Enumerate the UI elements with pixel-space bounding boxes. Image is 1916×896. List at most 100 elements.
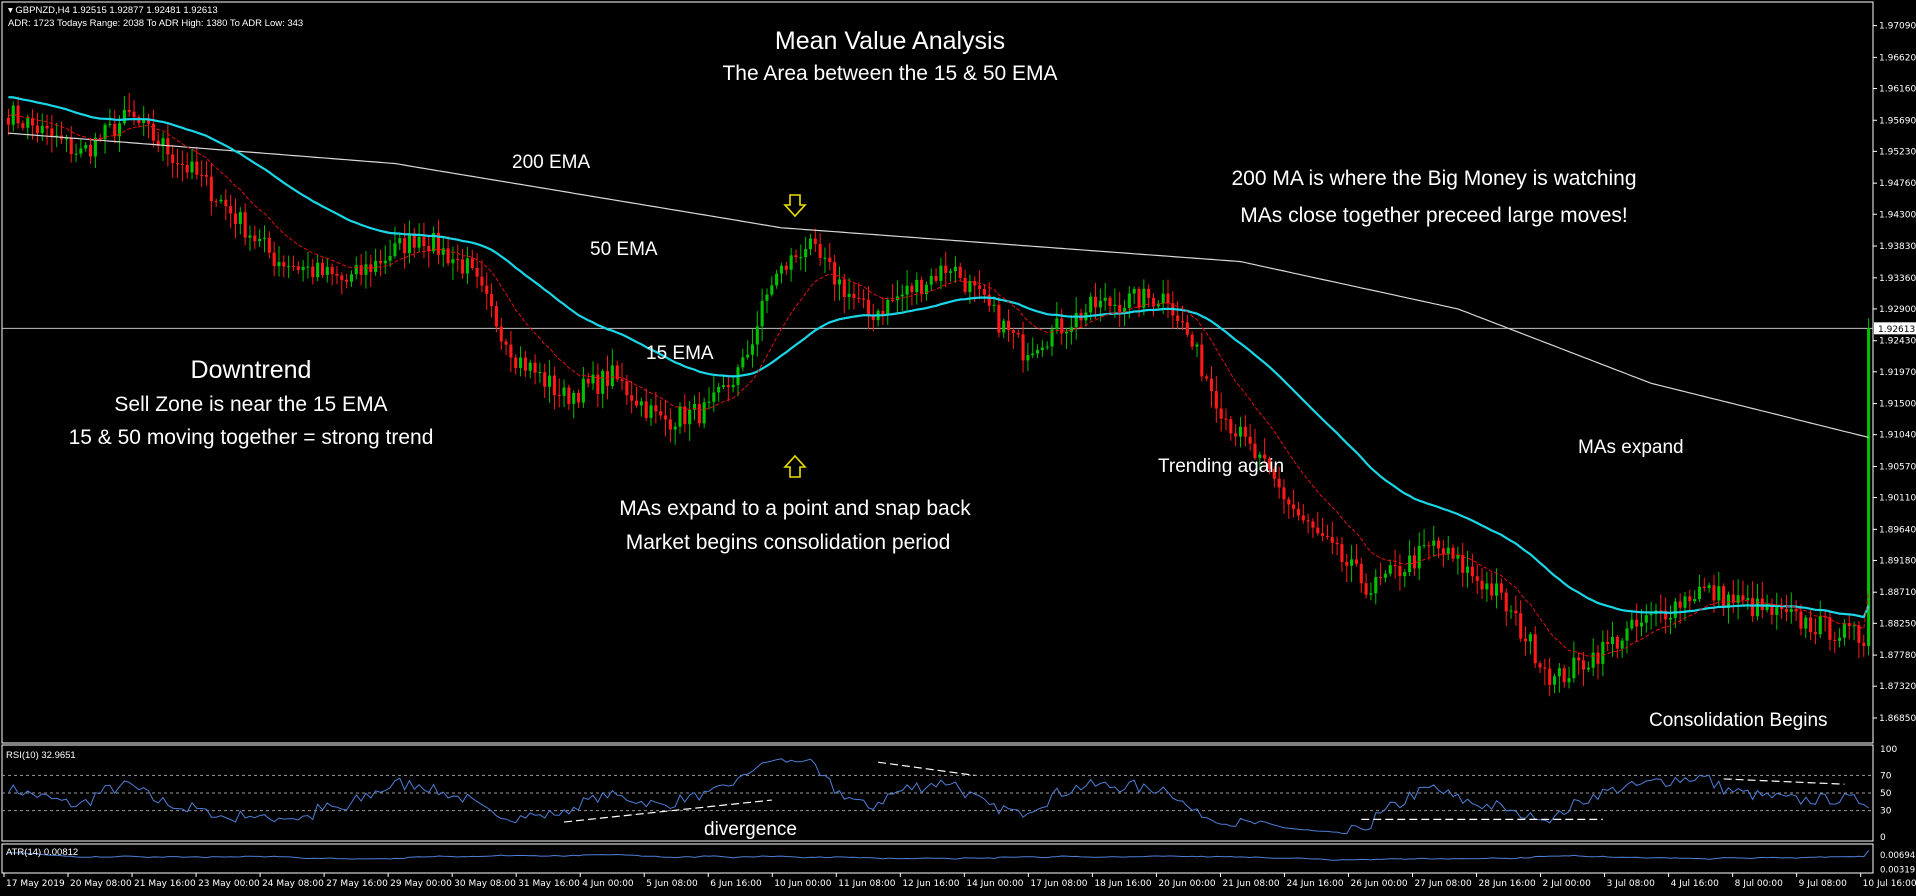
price-tick-label: 1.91040 <box>1879 431 1916 441</box>
candle-body <box>287 266 291 268</box>
candle-body <box>1180 321 1185 323</box>
candle-body <box>1673 601 1677 618</box>
candle-body <box>1470 566 1474 577</box>
candle-body <box>1359 563 1363 584</box>
candle-body <box>1306 520 1310 522</box>
candle-body <box>1093 296 1098 308</box>
candle-body <box>1828 617 1832 640</box>
candle-body <box>707 401 711 403</box>
candle-body <box>340 275 344 280</box>
candle-body <box>316 262 320 278</box>
candle-body <box>407 233 411 254</box>
time-tick-label: 6 Jun 16:00 <box>710 879 762 889</box>
candle-body <box>1161 293 1165 304</box>
candle-body <box>1350 559 1354 566</box>
label-consolidation-begins: Consolidation Begins <box>1649 710 1828 731</box>
candle-body <box>1408 555 1412 573</box>
candle-body <box>451 259 455 264</box>
candle-body <box>330 266 334 274</box>
candle-body <box>523 357 527 371</box>
candle-body <box>997 304 1001 333</box>
candle-body <box>441 248 445 255</box>
price-tick-label: 1.88710 <box>1879 588 1916 598</box>
time-tick-label: 14 Jun 00:00 <box>966 879 1023 889</box>
dropdown-triangle-icon[interactable]: ▾ <box>8 5 13 16</box>
current-price-label: 1.92613 <box>1878 325 1915 335</box>
candle-body <box>576 393 581 403</box>
candle-body <box>26 118 30 128</box>
candle-body <box>175 162 180 164</box>
candle-body <box>64 137 68 140</box>
candle-body <box>1122 307 1127 313</box>
candle-body <box>692 404 697 410</box>
candle-body <box>422 236 426 247</box>
price-tick-label: 1.91500 <box>1879 400 1916 410</box>
candle-body <box>1031 353 1035 356</box>
candle-body <box>461 259 465 274</box>
rsi-tick-label: 100 <box>1880 745 1897 755</box>
candle-body <box>359 265 363 275</box>
candle-body <box>146 119 151 124</box>
time-tick-label: 21 Jun 08:00 <box>1222 879 1279 889</box>
time-tick-label: 30 May 08:00 <box>454 879 516 889</box>
candle-body <box>1011 330 1015 333</box>
candle-body <box>1330 536 1334 543</box>
candle-body <box>1142 288 1146 308</box>
candle-body <box>1229 419 1233 434</box>
candle-body <box>982 288 986 295</box>
candle-body <box>1190 334 1194 347</box>
candle-body <box>978 285 982 289</box>
candle-body <box>765 294 769 301</box>
candle-body <box>383 260 387 264</box>
candle-body <box>963 277 967 292</box>
annotation-arrows <box>783 194 807 478</box>
chart-subtitle: The Area between the 15 & 50 EMA <box>722 62 1058 85</box>
candle-body <box>799 257 803 259</box>
candle-body <box>625 381 629 396</box>
candle-body <box>1156 303 1160 307</box>
candle-body <box>219 199 223 202</box>
candle-body <box>1760 598 1764 611</box>
candle-body <box>1398 565 1402 577</box>
candle-body <box>702 402 706 424</box>
candle-body <box>1340 544 1344 563</box>
candle-body <box>717 387 721 393</box>
candle-body <box>1311 521 1315 528</box>
candle-body <box>427 246 431 252</box>
candle-body <box>871 316 875 321</box>
rsi-label: RSI(10) 32.9651 <box>6 750 76 761</box>
candle-body <box>1625 628 1629 641</box>
candle-body <box>1712 585 1716 601</box>
candle-body <box>1074 313 1078 328</box>
candle-body <box>920 279 924 295</box>
candle-body <box>620 379 624 382</box>
ema-50-path <box>8 96 1870 619</box>
candle-body <box>712 392 716 402</box>
candle-body <box>828 257 832 263</box>
candle-body <box>1601 641 1605 664</box>
candle-body <box>1499 583 1503 593</box>
candle-body <box>1267 458 1272 469</box>
candle-body <box>55 135 59 137</box>
price-tick-label: 1.87320 <box>1879 682 1916 692</box>
candle-body <box>1388 565 1392 574</box>
price-tick-label: 1.91970 <box>1879 368 1916 378</box>
candle-body <box>1862 642 1866 647</box>
candle-body <box>1456 554 1460 559</box>
candle-body <box>1504 592 1508 612</box>
candle-body <box>161 138 165 146</box>
candle-body <box>1292 504 1296 509</box>
candle-body <box>557 394 561 396</box>
candle-body <box>1147 288 1151 298</box>
candle-body <box>1176 315 1180 322</box>
time-tick-label: 12 Jun 16:00 <box>902 879 959 889</box>
candle-body <box>1586 667 1590 670</box>
candle-body <box>1287 499 1291 505</box>
time-tick-label: 4 Jun 00:00 <box>582 879 634 889</box>
candle-body <box>973 281 977 286</box>
price-tick-label: 1.89180 <box>1879 556 1916 566</box>
candle-body <box>1683 596 1687 608</box>
candle-body <box>417 236 421 248</box>
candle-body <box>69 137 73 155</box>
